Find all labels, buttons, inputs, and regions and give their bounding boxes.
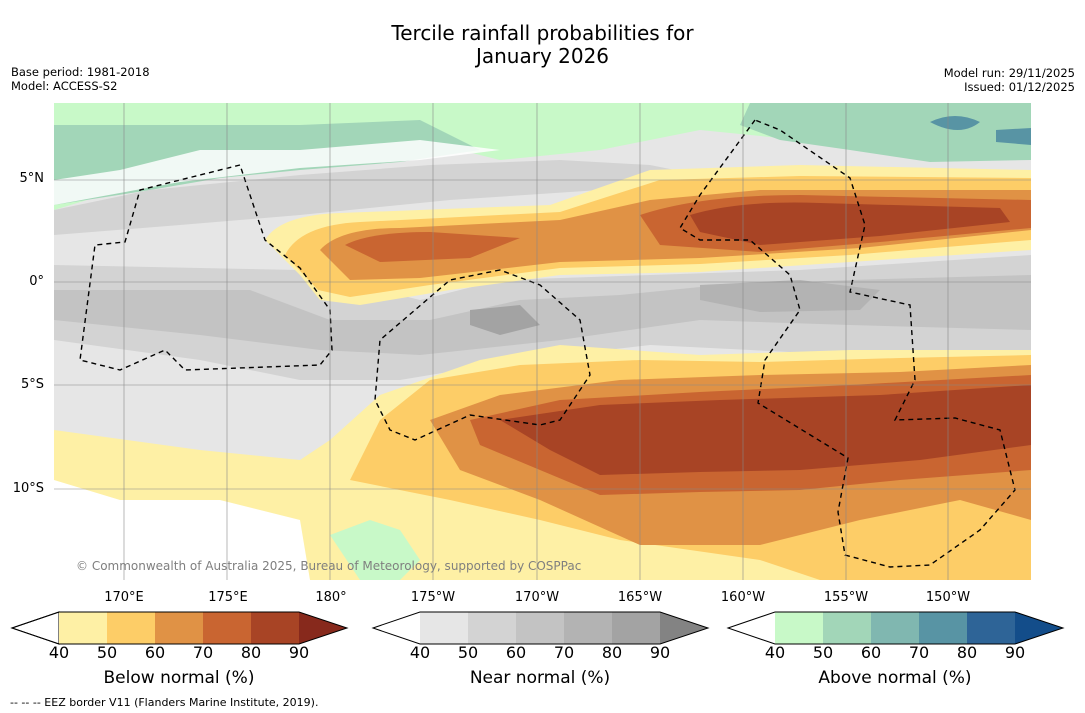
eez-border-central xyxy=(374,269,591,441)
colorbar-above-normal xyxy=(726,611,1065,645)
model-name: Model: ACCESS-S2 xyxy=(11,79,118,93)
cb-above-tick: 90 xyxy=(1004,643,1026,662)
cb-above-tick: 70 xyxy=(908,643,930,662)
cb-near-tick: 50 xyxy=(457,643,479,662)
colorbar-label-near-normal: Near normal (%) xyxy=(469,668,611,688)
lat-label-5s: 5°S xyxy=(20,377,44,392)
title-line-1: Tercile rainfall probabilities for xyxy=(391,21,694,45)
cb-near-tick: 60 xyxy=(505,643,527,662)
cb-near-70 xyxy=(564,612,612,644)
run-info: Model run: 29/11/2025 Issued: 01/12/2025 xyxy=(944,66,1075,94)
above-normal-south-patch xyxy=(330,520,420,580)
cb-near-tick: 40 xyxy=(409,643,431,662)
map-title: Tercile rainfall probabilities for Janua… xyxy=(0,22,1085,68)
cb-below-80 xyxy=(251,612,299,644)
near-normal-equatorial-70 xyxy=(700,280,880,312)
near-normal-north-band xyxy=(54,160,700,235)
eez-border-east xyxy=(679,119,1016,568)
lon-label-170e: 170°E xyxy=(104,590,144,605)
model-run: Model run: 29/11/2025 xyxy=(943,66,1075,80)
cb-above-tick: 40 xyxy=(764,643,786,662)
base-period: Base period: 1981-2018 xyxy=(11,65,150,79)
cb-below-70 xyxy=(203,612,251,644)
cb-near-50 xyxy=(468,612,516,644)
lon-label-150w: 150°W xyxy=(925,590,971,605)
issued-date: Issued: 01/12/2025 xyxy=(964,80,1075,94)
cb-above-70 xyxy=(919,612,967,644)
lon-label-160w: 160°W xyxy=(720,590,766,605)
cb-below-tick: 70 xyxy=(192,643,214,662)
graticule xyxy=(54,103,1031,580)
near-normal-equatorial-80 xyxy=(470,305,540,335)
lat-label-0: 0° xyxy=(29,274,44,289)
cb-near-tick: 80 xyxy=(601,643,623,662)
cb-near-80 xyxy=(612,612,660,644)
lat-label-10s: 10°S xyxy=(12,481,44,496)
cb-below-60 xyxy=(155,612,203,644)
colorbar-near-normal xyxy=(371,611,710,645)
cb-above-tick: 50 xyxy=(812,643,834,662)
cb-below-tick: 60 xyxy=(144,643,166,662)
cb-above-80 xyxy=(967,612,1015,644)
above-normal-northeast-70b xyxy=(996,128,1031,145)
colorbar-below-normal xyxy=(10,611,349,645)
cb-below-tick: 50 xyxy=(96,643,118,662)
cb-below-tick: 80 xyxy=(240,643,262,662)
above-normal-northeast-70 xyxy=(930,116,980,130)
lon-label-180: 180° xyxy=(315,590,347,605)
cb-near-60 xyxy=(516,612,564,644)
cb-above-60 xyxy=(871,612,919,644)
cb-above-tick: 80 xyxy=(956,643,978,662)
below-normal-south-white-gap xyxy=(54,480,310,580)
model-info: Base period: 1981-2018 Model: ACCESS-S2 xyxy=(11,65,150,93)
cb-below-tick: 40 xyxy=(48,643,70,662)
cb-near-tick: 90 xyxy=(649,643,671,662)
cb-above-40 xyxy=(775,612,823,644)
below-normal-south-80 xyxy=(500,385,1031,475)
lon-label-165w: 165°W xyxy=(617,590,663,605)
lon-label-155w: 155°W xyxy=(823,590,869,605)
eez-borders xyxy=(79,119,1016,568)
colorbar-label-above-normal: Above normal (%) xyxy=(818,668,972,688)
lon-label-175e: 175°E xyxy=(208,590,248,605)
lon-label-170w: 170°W xyxy=(514,590,560,605)
below-normal-north-70 xyxy=(345,232,520,262)
lat-label-5n: 5°N xyxy=(19,171,45,186)
cb-below-40 xyxy=(59,612,107,644)
cb-above-tick: 60 xyxy=(860,643,882,662)
cb-below-50 xyxy=(107,612,155,644)
cb-near-40 xyxy=(420,612,468,644)
title-line-2: January 2026 xyxy=(475,44,610,68)
lon-label-175w: 175°W xyxy=(410,590,456,605)
cb-near-tick: 70 xyxy=(553,643,575,662)
copyright-credit: © Commonwealth of Australia 2025, Bureau… xyxy=(76,559,582,573)
map-field xyxy=(54,103,1031,580)
colorbar-label-below-normal: Below normal (%) xyxy=(103,668,255,688)
eez-border-west xyxy=(79,164,333,371)
cb-below-tick: 90 xyxy=(288,643,310,662)
white-gap-north xyxy=(54,140,500,205)
eez-footnote: -- -- -- EEZ border V11 (Flanders Marine… xyxy=(10,696,319,709)
cb-above-50 xyxy=(823,612,871,644)
below-normal-north-80 xyxy=(690,202,1010,245)
